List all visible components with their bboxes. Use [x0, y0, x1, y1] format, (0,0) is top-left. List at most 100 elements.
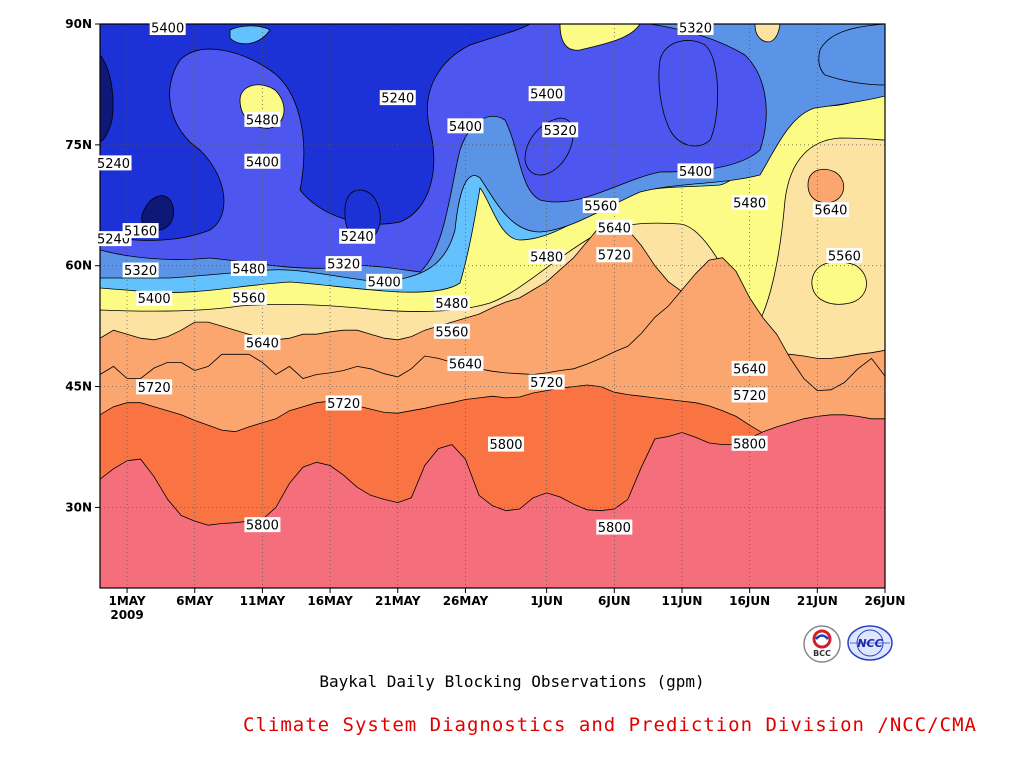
contour-label-text: 5480 [246, 113, 279, 128]
contour-label-text: 5480 [232, 262, 265, 277]
contour-label-text: 5320 [124, 264, 157, 279]
contour-label-text: 5640 [598, 221, 631, 236]
contour-label-bg [488, 436, 525, 452]
contour-label: 5240 [339, 228, 376, 245]
contour-label-bg [95, 155, 132, 171]
contour-label: 5640 [596, 219, 633, 236]
contour-label: 5720 [731, 387, 768, 404]
chart-title: Baykal Daily Blocking Observations (gpm) [319, 672, 705, 691]
contour-label: 5480 [528, 248, 565, 265]
contour-label: 5640 [731, 360, 768, 377]
contour-label: 5480 [230, 260, 267, 277]
contour-label: 5720 [528, 374, 565, 391]
contour-label-bg [122, 262, 159, 278]
band-below-5160 [100, 54, 114, 143]
ncc-logo-text: NCC [857, 637, 882, 650]
contour-label-bg [149, 20, 186, 36]
band-5560-5640-b [754, 24, 781, 43]
contour-label-text: 5400 [138, 292, 171, 307]
band-5480-5560-d [811, 261, 867, 305]
contour-label: 5320 [122, 262, 159, 279]
contour-label-text: 5480 [435, 297, 468, 312]
contour-label-text: 5640 [246, 337, 279, 352]
contour-label: 5560 [826, 248, 863, 265]
contour-label-text: 5560 [435, 325, 468, 340]
contour-label-text: 5800 [489, 438, 522, 453]
contour-label-bg [731, 194, 768, 210]
contour-label: 5720 [325, 395, 362, 412]
contour-label-text: 5400 [151, 22, 184, 37]
contour-label-bg [230, 289, 267, 305]
x-tick-label: 6JUN [598, 594, 631, 608]
contour-label: 5400 [528, 86, 565, 103]
contour-label-text: 5560 [828, 250, 861, 265]
contour-label-text: 5640 [449, 358, 482, 373]
contour-label: 5480 [244, 111, 281, 128]
contour-label-bg [136, 290, 173, 306]
x-tick-label: 26JUN [865, 594, 906, 608]
contour-label: 5720 [596, 247, 633, 264]
contour-label: 5400 [149, 20, 186, 37]
contour-label: 5240 [379, 90, 416, 107]
bcc-logo-text: BCC [813, 649, 831, 658]
x-tick-label: 21MAY [375, 594, 421, 608]
contour-label-text: 5800 [733, 437, 766, 452]
contour-label: 5240 [95, 155, 132, 172]
y-tick-label: 60N [65, 259, 92, 273]
x-tick-label: 11MAY [240, 594, 286, 608]
contour-label: 5320 [325, 256, 362, 273]
band-5480-5560-c [559, 24, 641, 51]
x-tick-label: 21JUN [797, 594, 838, 608]
contour-label-text: 5320 [679, 22, 712, 37]
x-tick-label: 6MAY [176, 594, 213, 608]
contour-label: 5160 [122, 223, 159, 240]
contour-label-bg [731, 387, 768, 403]
contour-label-text: 5400 [449, 120, 482, 135]
contour-label: 5400 [136, 290, 173, 307]
contour-label-bg [230, 260, 267, 276]
x-tick-sublabel: 2009 [110, 608, 143, 622]
contour-label: 5480 [731, 194, 768, 211]
contour-label-bg [244, 517, 281, 533]
contour-label-text: 5560 [232, 291, 265, 306]
contour-label-text: 5800 [598, 521, 631, 536]
contour-label-text: 5720 [733, 389, 766, 404]
contour-label: 5240 [95, 231, 132, 248]
contour-label-bg [528, 248, 565, 264]
contour-label-bg [826, 248, 863, 264]
contour-label-text: 5720 [598, 249, 631, 264]
x-tick-label: 11JUN [662, 594, 703, 608]
y-tick-label: 30N [65, 500, 92, 514]
contour-label: 5800 [488, 436, 525, 453]
contour-label-text: 5640 [733, 362, 766, 377]
contour-label: 5400 [366, 273, 403, 290]
contour-label-text: 5240 [97, 233, 130, 248]
contour-label-text: 5720 [327, 397, 360, 412]
contour-label: 5640 [812, 202, 849, 219]
contour-label: 5400 [447, 118, 484, 135]
contour-label-bg [542, 122, 579, 138]
contour-fills [100, 24, 885, 588]
x-tick-label: 1MAY [109, 594, 146, 608]
contour-label-text: 5720 [530, 376, 563, 391]
contour-label-text: 5160 [124, 225, 157, 240]
contour-label-bg [339, 228, 376, 244]
contour-label-bg [244, 335, 281, 351]
contour-label: 5640 [244, 335, 281, 352]
contour-label-bg [582, 198, 619, 214]
contour-label: 5320 [542, 122, 579, 139]
contour-label-text: 5400 [679, 165, 712, 180]
contour-label-text: 5320 [327, 258, 360, 273]
contour-label: 5560 [230, 289, 267, 306]
contour-label: 5400 [677, 163, 714, 180]
contour-label-text: 5720 [138, 381, 171, 396]
contour-label-text: 5240 [381, 92, 414, 107]
contour-label-bg [433, 323, 470, 339]
contour-label-text: 5400 [368, 275, 401, 290]
contour-label-bg [95, 231, 132, 247]
contour-label: 5400 [244, 153, 281, 170]
plot-frame [99, 23, 886, 589]
contour-label-bg [379, 90, 416, 106]
contour-labels: 5400548054005240524051605320540054805560… [95, 20, 863, 536]
